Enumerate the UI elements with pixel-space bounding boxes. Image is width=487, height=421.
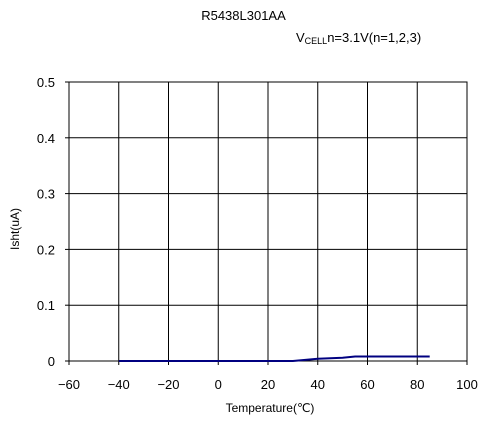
- y-tick-label: 0: [48, 354, 55, 369]
- condition-suffix: n=3.1V(n=1,2,3): [327, 30, 422, 45]
- condition-subscript: CELL: [304, 36, 328, 46]
- condition-prefix: V: [296, 30, 305, 45]
- y-tick-label: 0.2: [37, 242, 55, 257]
- x-tick-label: 80: [410, 377, 424, 392]
- x-tick-label: 40: [311, 377, 325, 392]
- x-tick-label: 0: [215, 377, 222, 392]
- x-tick-label: −60: [58, 377, 80, 392]
- y-tick-label: 0.4: [37, 131, 55, 146]
- x-tick-label: −40: [108, 377, 130, 392]
- x-tick-label: 60: [360, 377, 374, 392]
- series-line: [118, 355, 430, 362]
- y-tick-label: 0.1: [37, 298, 55, 313]
- x-tick-label: 100: [456, 377, 478, 392]
- chart-title: R5438L301AA: [201, 8, 286, 23]
- x-tick-label: 20: [261, 377, 275, 392]
- y-tick-label: 0.3: [37, 187, 55, 202]
- y-tick-label: 0.5: [37, 75, 55, 90]
- x-axis-label: Temperature(℃): [225, 401, 315, 415]
- x-tick-label: −20: [157, 377, 179, 392]
- measurement-condition: VCELLn=3.1V(n=1,2,3): [296, 30, 422, 46]
